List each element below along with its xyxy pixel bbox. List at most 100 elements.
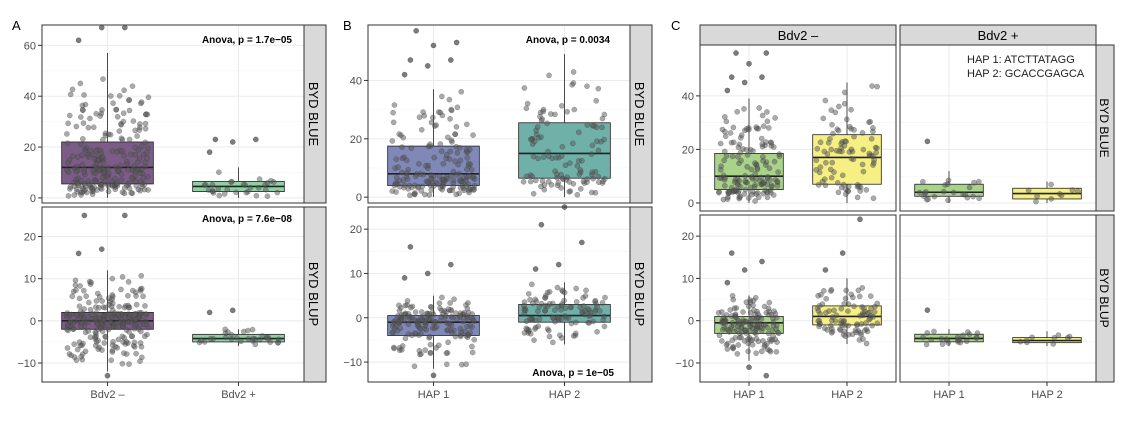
- point-hap-2: [539, 178, 546, 184]
- point-bdv2: [130, 118, 137, 124]
- point-bdv2: [119, 148, 126, 154]
- point-bdv2: [126, 136, 133, 143]
- point-bdv2: [255, 184, 262, 191]
- point-hap-2: [589, 142, 596, 149]
- point-hap-2: [528, 281, 535, 288]
- point-hap-2: [870, 160, 877, 166]
- point-hap-1: [971, 179, 977, 186]
- point-hap-2: [843, 287, 849, 294]
- point-bdv2: [137, 340, 144, 346]
- point-bdv2: [73, 168, 80, 175]
- point-hap-2: [562, 162, 569, 169]
- point-bdv2: [126, 180, 132, 186]
- point-hap-1: [724, 196, 731, 202]
- outlier-bdv2: [98, 246, 105, 252]
- point-hap-2: [553, 154, 559, 161]
- point-hap-1: [432, 319, 439, 326]
- point-hap-2: [869, 322, 875, 329]
- point-hap-2: [873, 149, 879, 156]
- point-hap-1: [730, 124, 737, 131]
- outlier-bdv2: [206, 149, 213, 155]
- point-bdv2: [243, 189, 250, 196]
- strip-c-blue: [1095, 44, 1115, 212]
- point-hap-1: [920, 178, 926, 185]
- point-hap-1: [765, 330, 772, 337]
- point-hap-2: [823, 159, 829, 166]
- point-hap-2: [592, 308, 598, 315]
- point-hap-2: [844, 116, 850, 123]
- point-hap-2: [835, 127, 842, 134]
- point-bdv2: [224, 186, 231, 193]
- point-bdv2: [66, 112, 73, 119]
- point-hap-1: [749, 191, 756, 198]
- point-hap-2: [836, 103, 842, 110]
- point-hap-1: [439, 294, 445, 301]
- point-bdv2: [142, 163, 149, 170]
- point-hap-2: [546, 72, 552, 79]
- outlier-hap-1: [424, 63, 431, 69]
- strip-b-blup-label: BYD BLUP: [632, 262, 647, 326]
- point-hap-1: [451, 296, 457, 302]
- point-hap-2: [559, 103, 565, 109]
- point-hap-1: [735, 342, 742, 348]
- point-hap-1: [759, 112, 766, 119]
- strip-c-blue-label: BYD BLUE: [1097, 98, 1111, 157]
- point-hap-1: [393, 156, 400, 163]
- point-hap-2: [860, 146, 867, 153]
- panel-c-bg: [900, 215, 1096, 382]
- point-hap-2: [520, 178, 527, 185]
- point-hap-1: [469, 349, 476, 356]
- point-hap-1: [721, 157, 727, 164]
- point-bdv2: [99, 328, 106, 335]
- point-bdv2: [132, 311, 138, 317]
- point-bdv2: [74, 346, 81, 353]
- anova-label: Anova, p = 1e−05: [532, 368, 614, 379]
- point-hap-2: [524, 100, 531, 107]
- point-hap-2: [817, 139, 824, 146]
- x-tick-label: Bdv2 –: [90, 389, 125, 401]
- point-hap-1: [418, 331, 424, 337]
- strip-c-blup-label: BYD BLUP: [1097, 268, 1111, 327]
- point-hap-2: [822, 182, 829, 189]
- point-bdv2: [205, 187, 212, 193]
- point-hap-2: [571, 106, 578, 113]
- point-bdv2: [78, 177, 84, 184]
- point-hap-1: [965, 329, 971, 335]
- point-bdv2: [119, 333, 126, 340]
- outlier-hap-1: [407, 244, 414, 250]
- point-hap-2: [856, 293, 863, 300]
- point-bdv2: [124, 319, 131, 325]
- point-bdv2: [92, 170, 99, 177]
- point-hap-1: [396, 131, 403, 137]
- strip-a-blue-label: BYD BLUE: [306, 82, 321, 147]
- point-hap-2: [550, 339, 556, 346]
- outlier-hap-2: [579, 239, 585, 246]
- point-bdv2: [106, 170, 112, 177]
- y-tick-label: 0: [356, 192, 362, 204]
- point-hap-1: [464, 166, 470, 173]
- point-bdv2: [85, 124, 92, 131]
- point-hap-1: [727, 130, 734, 136]
- point-bdv2: [240, 328, 247, 335]
- point-bdv2: [81, 315, 87, 321]
- point-hap-1: [764, 109, 770, 115]
- point-hap-1: [752, 170, 759, 177]
- strip-c-bdv2-minus-label: Bdv2 –: [778, 28, 819, 43]
- point-hap-2: [848, 155, 855, 162]
- point-hap-2: [589, 189, 595, 196]
- y-tick-label: 0: [30, 193, 36, 205]
- point-hap-2: [845, 183, 852, 190]
- y-tick-label: 20: [24, 232, 36, 244]
- point-hap-2: [527, 178, 534, 185]
- point-hap-2: [590, 175, 596, 182]
- point-bdv2: [108, 357, 115, 363]
- point-bdv2: [136, 127, 143, 133]
- point-hap-2: [821, 325, 828, 332]
- point-bdv2: [253, 192, 260, 199]
- y-tick-label: 10: [24, 274, 36, 286]
- point-hap-1: [404, 298, 411, 304]
- point-hap-1: [399, 169, 405, 176]
- point-hap-1: [773, 315, 780, 321]
- point-bdv2: [110, 100, 116, 106]
- panel-c-frame: [699, 214, 897, 383]
